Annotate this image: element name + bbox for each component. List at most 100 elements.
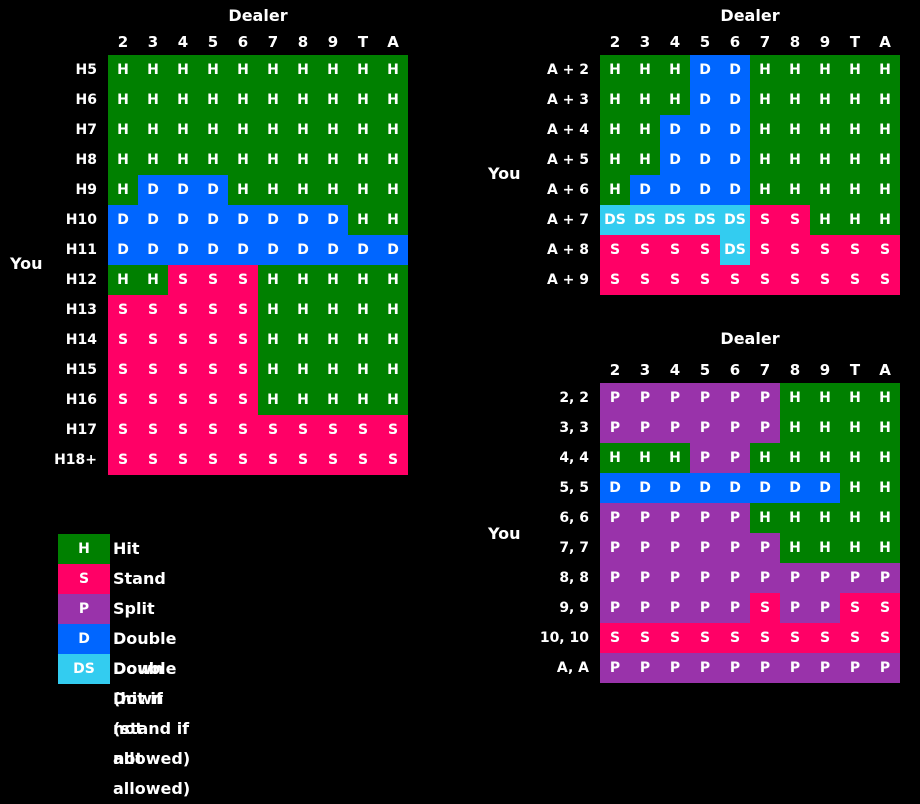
strategy-cell: S [378, 445, 408, 475]
strategy-cell: D [720, 473, 750, 503]
strategy-cell: H [108, 175, 138, 205]
dealer-card-header: 2 [609, 33, 621, 51]
strategy-cell: D [750, 473, 780, 503]
dealer-label: Dealer [228, 6, 288, 25]
strategy-cell: S [108, 415, 138, 445]
strategy-cell: S [720, 265, 750, 295]
strategy-cell: H [288, 145, 318, 175]
hand-label: A + 9 [546, 272, 589, 288]
dealer-card-header: 5 [207, 33, 219, 51]
strategy-cell: H [348, 55, 378, 85]
strategy-cell: H [348, 145, 378, 175]
strategy-cell: H [378, 325, 408, 355]
strategy-cell: D [168, 235, 198, 265]
hand-label: A + 4 [546, 122, 589, 138]
strategy-cell: H [750, 503, 780, 533]
strategy-cell: H [600, 443, 630, 473]
strategy-cell: H [378, 175, 408, 205]
strategy-cell: H [138, 265, 168, 295]
strategy-cell: H [660, 85, 690, 115]
strategy-cell: P [660, 413, 690, 443]
hand-label: 5, 5 [559, 480, 589, 496]
strategy-cell: S [168, 325, 198, 355]
strategy-cell: S [288, 415, 318, 445]
strategy-cell: D [228, 235, 258, 265]
dealer-card-header: A [879, 33, 891, 51]
strategy-cell: H [840, 443, 870, 473]
strategy-cell: H [258, 85, 288, 115]
strategy-cell: S [108, 355, 138, 385]
strategy-cell: H [348, 85, 378, 115]
strategy-cell: H [288, 175, 318, 205]
strategy-cell: H [228, 175, 258, 205]
strategy-cell: H [318, 265, 348, 295]
dealer-card-header: 3 [147, 33, 159, 51]
strategy-cell: H [840, 473, 870, 503]
strategy-cell: H [258, 115, 288, 145]
strategy-cell: H [258, 55, 288, 85]
strategy-cell: H [840, 175, 870, 205]
dealer-card-header: T [357, 33, 369, 51]
strategy-cell: D [258, 205, 288, 235]
strategy-cell: S [660, 265, 690, 295]
strategy-cell: H [780, 85, 810, 115]
hand-label: A + 8 [546, 242, 589, 258]
strategy-cell: H [810, 503, 840, 533]
dealer-card-header: 2 [609, 361, 621, 379]
strategy-cell: H [630, 443, 660, 473]
strategy-cell: D [660, 145, 690, 175]
strategy-cell: S [138, 415, 168, 445]
strategy-cell: H [168, 145, 198, 175]
dealer-card-header: 6 [729, 33, 741, 51]
strategy-cell: H [318, 355, 348, 385]
strategy-cell: H [348, 205, 378, 235]
strategy-cell: S [138, 325, 168, 355]
strategy-cell: P [630, 563, 660, 593]
strategy-cell: P [660, 533, 690, 563]
strategy-cell: P [810, 593, 840, 623]
dealer-card-header: A [387, 33, 399, 51]
strategy-cell: H [288, 295, 318, 325]
hand-label: H17 [65, 422, 97, 438]
strategy-cell: D [690, 115, 720, 145]
strategy-cell: D [108, 235, 138, 265]
strategy-cell: P [630, 533, 660, 563]
strategy-cell: P [690, 413, 720, 443]
strategy-cell: S [138, 295, 168, 325]
strategy-cell: D [228, 205, 258, 235]
hand-label: H14 [65, 332, 97, 348]
strategy-cell: S [228, 265, 258, 295]
strategy-cell: D [720, 115, 750, 145]
strategy-cell: H [810, 55, 840, 85]
strategy-cell: P [600, 563, 630, 593]
strategy-cell: P [690, 563, 720, 593]
strategy-cell: H [198, 55, 228, 85]
hand-label: 3, 3 [559, 420, 589, 436]
strategy-cell: S [720, 623, 750, 653]
strategy-cell: H [228, 85, 258, 115]
strategy-cell: S [870, 593, 900, 623]
strategy-cell: D [318, 205, 348, 235]
strategy-cell: H [840, 205, 870, 235]
strategy-cell: P [600, 413, 630, 443]
strategy-cell: DS [720, 235, 750, 265]
strategy-cell: P [690, 503, 720, 533]
strategy-cell: H [318, 55, 348, 85]
strategy-cell: P [600, 593, 630, 623]
strategy-cell: S [168, 415, 198, 445]
strategy-cell: S [228, 295, 258, 325]
strategy-cell: H [318, 295, 348, 325]
strategy-cell: S [810, 235, 840, 265]
strategy-cell: H [600, 115, 630, 145]
strategy-cell: D [168, 205, 198, 235]
strategy-cell: H [258, 145, 288, 175]
hand-label: 10, 10 [539, 630, 589, 646]
strategy-cell: H [318, 85, 348, 115]
strategy-cell: S [198, 445, 228, 475]
hand-label: A + 3 [546, 92, 589, 108]
hand-label: A + 6 [546, 182, 589, 198]
strategy-cell: D [288, 205, 318, 235]
strategy-cell: H [378, 355, 408, 385]
strategy-cell: H [780, 443, 810, 473]
strategy-cell: H [840, 85, 870, 115]
